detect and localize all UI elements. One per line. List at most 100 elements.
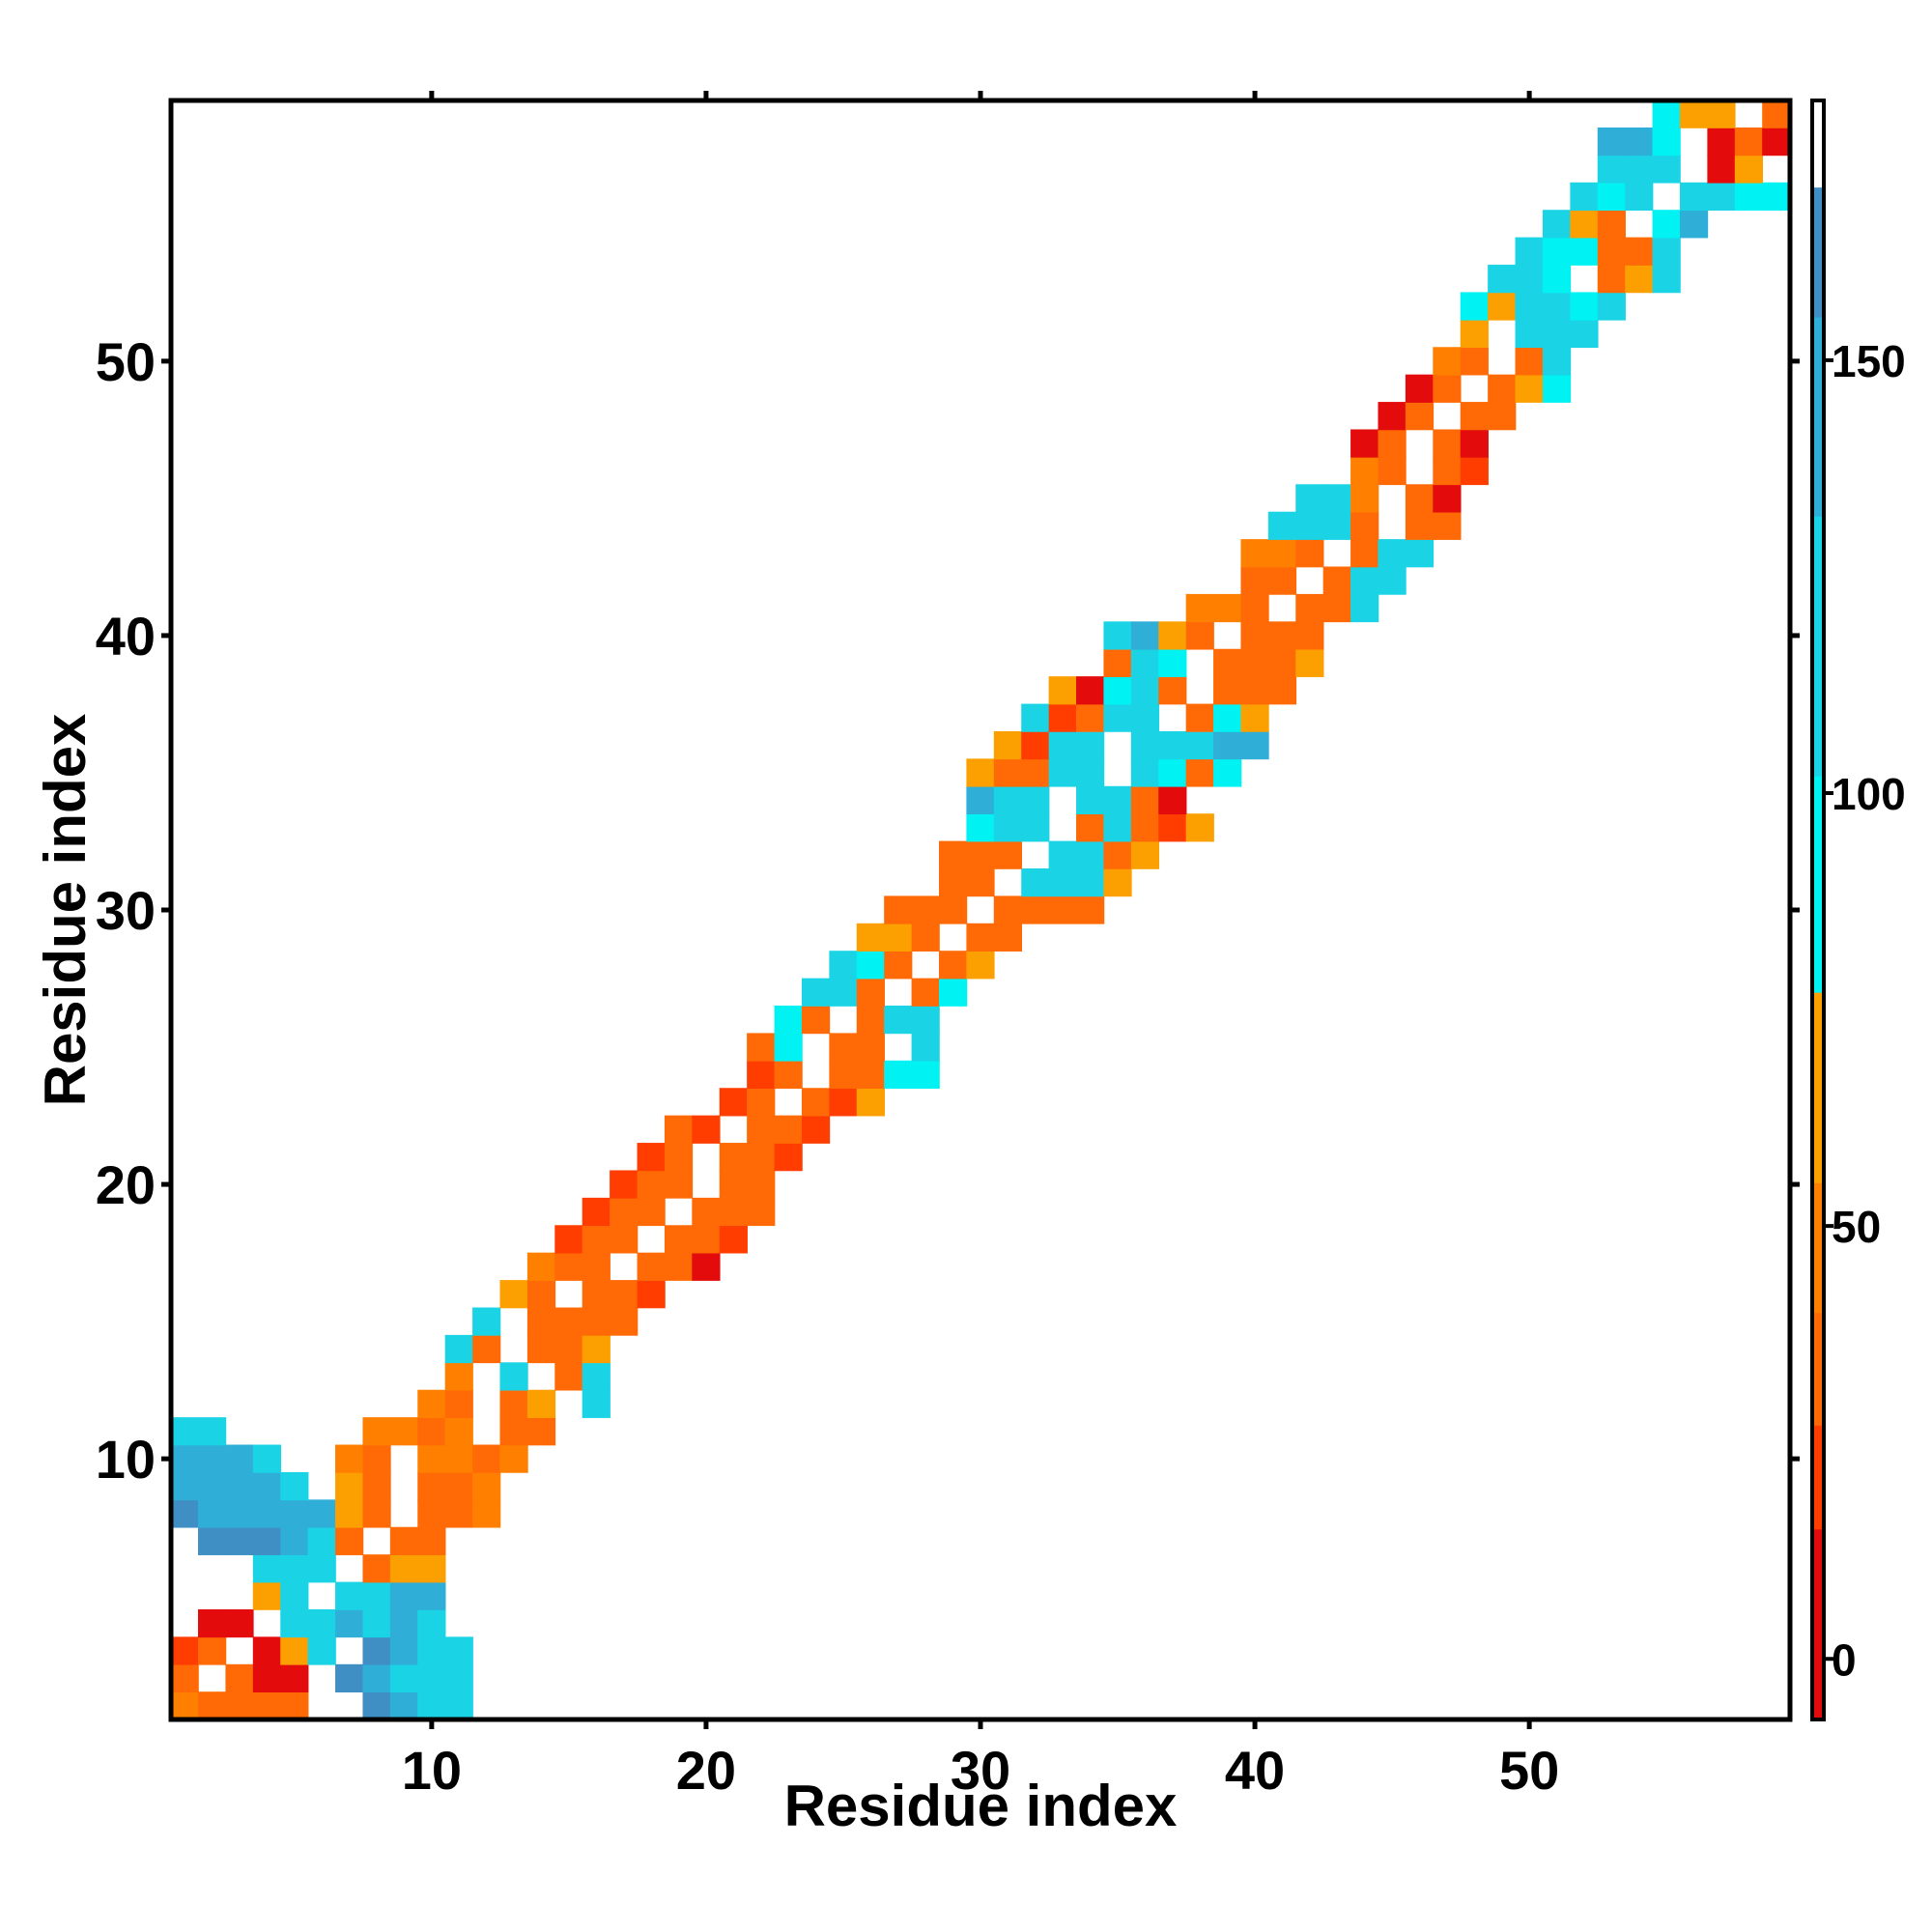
heatmap-cell	[774, 1115, 803, 1144]
heatmap-cell	[1625, 155, 1654, 184]
heatmap-cell	[1570, 292, 1599, 321]
heatmap-cell	[1460, 347, 1489, 376]
heatmap-cell	[1130, 703, 1160, 732]
heatmap-cell	[280, 1636, 309, 1665]
heatmap-cell	[582, 1389, 611, 1418]
heatmap-cell	[1267, 511, 1297, 540]
heatmap-cell	[637, 1280, 666, 1309]
heatmap-cell	[307, 1526, 336, 1555]
heatmap-cell	[1542, 210, 1572, 239]
heatmap-cell	[1267, 621, 1297, 650]
heatmap-cell	[1076, 895, 1105, 924]
heatmap-cell	[417, 1471, 446, 1501]
heatmap-cell	[1652, 155, 1681, 184]
heatmap-cell	[582, 1280, 611, 1309]
heatmap-cell	[747, 1143, 776, 1172]
colorbar-segment	[1812, 992, 1824, 1183]
heatmap-cell	[856, 923, 885, 952]
heatmap-cell	[526, 1334, 556, 1364]
colorbar-segment	[1812, 516, 1824, 777]
heatmap-cell	[1158, 676, 1187, 705]
heatmap-cell	[170, 1471, 199, 1501]
heatmap-cell	[1433, 347, 1462, 376]
heatmap-cell	[1295, 539, 1324, 568]
heatmap-cell	[444, 1389, 473, 1418]
heatmap-cell	[225, 1608, 254, 1638]
heatmap-cell	[1515, 347, 1544, 376]
heatmap-cell	[170, 1636, 199, 1665]
heatmap-cell	[389, 1608, 419, 1638]
heatmap-cell	[911, 1006, 940, 1035]
heatmap-cell	[225, 1526, 254, 1555]
heatmap-cell	[335, 1471, 364, 1501]
axis-ticks: 10 20 30 40 50 10 20 30 40 50	[96, 91, 1800, 1801]
heatmap-cell	[170, 1691, 199, 1720]
heatmap-cell	[1021, 758, 1050, 787]
heatmap-cell	[225, 1444, 254, 1473]
heatmap-cell	[1460, 429, 1489, 458]
heatmap-cell	[417, 1691, 446, 1720]
heatmap-cell	[417, 1444, 446, 1473]
heatmap-cell	[1570, 237, 1599, 266]
heatmap-cell	[1076, 676, 1105, 705]
heatmap-cell	[1597, 237, 1626, 266]
heatmap-cell	[252, 1471, 282, 1501]
heatmap-cell	[610, 1197, 639, 1227]
heatmap-cell	[911, 923, 940, 952]
heatmap-cell	[307, 1554, 336, 1583]
heatmap-cell	[966, 758, 995, 787]
heatmap-cell	[610, 1307, 639, 1336]
heatmap-cell	[1240, 730, 1269, 760]
heatmap-cell	[198, 1691, 227, 1720]
heatmap-cell	[884, 923, 913, 952]
heatmap-cell	[1048, 730, 1077, 760]
heatmap-cell	[1048, 867, 1077, 897]
colorbar-segment	[1812, 776, 1824, 993]
heatmap-cell	[252, 1663, 282, 1692]
heatmap-cell	[170, 1663, 199, 1692]
heatmap-cell	[692, 1225, 721, 1254]
heatmap-cell	[198, 1417, 227, 1446]
heatmap-cell	[1240, 539, 1269, 568]
colorbar-tick-label: 0	[1832, 1634, 1857, 1685]
heatmap-cell	[389, 1636, 419, 1665]
heatmap-cell	[1130, 676, 1160, 705]
heatmap-cell	[170, 1444, 199, 1473]
heatmap-cell	[1103, 676, 1132, 705]
heatmap-cell	[389, 1526, 419, 1555]
heatmap-cell	[1295, 648, 1324, 677]
heatmap-cell	[993, 923, 1023, 952]
heatmap-cell	[884, 895, 913, 924]
x-tick-label: 30	[951, 1740, 1010, 1801]
y-tick-label: 30	[96, 880, 156, 941]
heatmap-cell	[966, 840, 995, 869]
heatmap-cell	[444, 1636, 473, 1665]
heatmap-cell	[582, 1225, 611, 1254]
heatmap-cell	[938, 840, 968, 869]
colorbar-segment	[1812, 1528, 1824, 1720]
heatmap-cell	[1350, 429, 1379, 458]
heatmap-cell	[774, 1143, 803, 1172]
heatmap-cell	[1350, 566, 1379, 595]
colorbar-segment	[1812, 100, 1824, 188]
heatmap-cell	[692, 1115, 721, 1144]
heatmap-cell	[252, 1499, 282, 1528]
heatmap-cell	[417, 1554, 446, 1583]
heatmap-cell	[362, 1581, 391, 1610]
heatmap-cell	[1597, 128, 1626, 156]
heatmap-cell	[1652, 237, 1681, 266]
heatmap-cell	[198, 1499, 227, 1528]
heatmap-cell	[1350, 511, 1379, 540]
heatmap-cell	[1707, 155, 1736, 184]
heatmap-cell	[774, 1033, 803, 1062]
heatmap-cell	[856, 1033, 885, 1062]
heatmap-cell	[1542, 374, 1572, 403]
heatmap-cell	[692, 1252, 721, 1281]
colorbar: 0 50 100 150	[1810, 99, 1906, 1721]
heatmap-cell	[1322, 593, 1351, 623]
heatmap-cell	[554, 1307, 583, 1336]
heatmap-cell	[774, 1006, 803, 1035]
heatmap-cell	[444, 1444, 473, 1473]
heatmap-cell	[1405, 484, 1435, 513]
heatmap-cell	[938, 895, 968, 924]
